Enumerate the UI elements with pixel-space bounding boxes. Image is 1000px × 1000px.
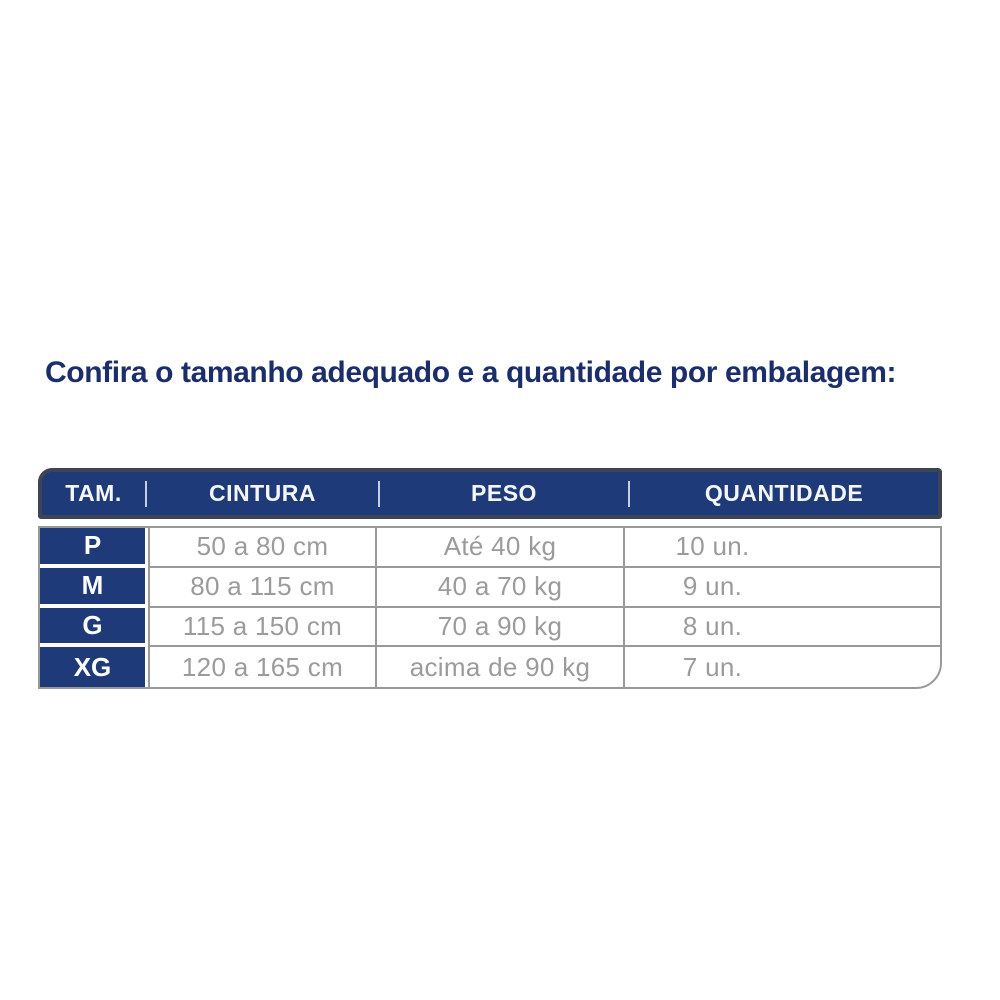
- header-cell-cintura: CINTURA: [209, 480, 316, 506]
- header-separator: [628, 480, 630, 507]
- table-body: P 50 a 80 cm Até 40 kg 10 un. M 80 a 115…: [38, 526, 942, 689]
- size-cell-xg: XG: [40, 647, 145, 687]
- peso-cell: 70 a 90 kg: [377, 607, 625, 648]
- peso-cell: acima de 90 kg: [377, 647, 625, 687]
- column-gap: [145, 607, 148, 648]
- header-cell-quantidade: QUANTIDADE: [704, 480, 864, 506]
- cintura-cell: 120 a 165 cm: [148, 647, 377, 687]
- peso-cell: 40 a 70 kg: [377, 567, 625, 608]
- quantidade-cell: 8 un.: [625, 608, 940, 648]
- peso-cell: Até 40 kg: [377, 528, 625, 568]
- size-cell-g: G: [40, 607, 145, 648]
- table-header: TAM. CINTURA PESO QUANTIDADE: [38, 468, 942, 519]
- cintura-cell: 50 a 80 cm: [148, 528, 377, 568]
- column-gap: [145, 647, 148, 687]
- quantidade-cell: 9 un.: [625, 568, 940, 608]
- column-gap: [145, 567, 148, 608]
- header-separator: [145, 480, 147, 507]
- cintura-cell: 80 a 115 cm: [148, 567, 377, 608]
- size-cell-p: P: [40, 528, 145, 568]
- size-table: TAM. CINTURA PESO QUANTIDADE P 50 a 80 c…: [38, 468, 942, 689]
- cintura-cell: 115 a 150 cm: [148, 607, 377, 648]
- size-cell-m: M: [40, 567, 145, 608]
- quantidade-cell: 10 un.: [625, 528, 940, 568]
- table-grid: P 50 a 80 cm Até 40 kg 10 un. M 80 a 115…: [40, 528, 940, 687]
- header-cell-peso: PESO: [471, 480, 537, 506]
- column-gap: [145, 528, 148, 568]
- header-cell-tam: TAM.: [65, 480, 122, 506]
- header-separator: [378, 480, 380, 507]
- quantidade-cell: 7 un.: [682, 651, 743, 682]
- page-title: Confira o tamanho adequado e a quantidad…: [45, 356, 897, 389]
